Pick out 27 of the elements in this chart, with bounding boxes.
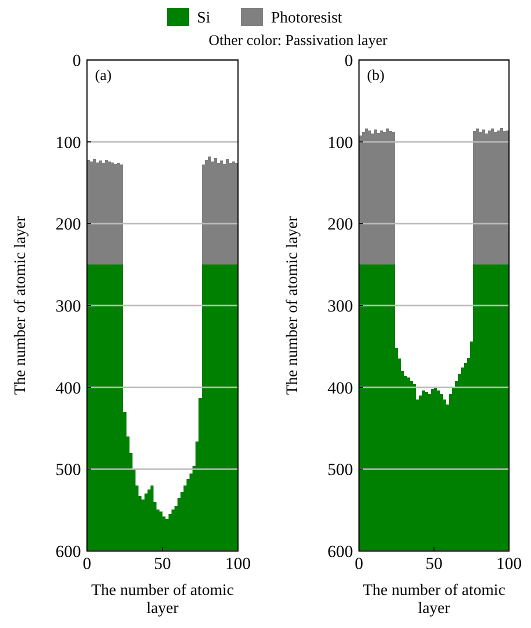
x-tick-label: 100	[496, 554, 522, 573]
y-tick-label: 600	[56, 542, 81, 561]
text: Other color: Passivation layer	[208, 33, 388, 49]
y-tick-label: 200	[56, 214, 81, 234]
x-axis-title: The number of atomic layer	[362, 582, 506, 617]
x-tick-label: 50	[426, 554, 442, 573]
y-tick-label: 0	[72, 50, 81, 70]
y-tick-label: 600	[328, 542, 353, 561]
text: (a)	[95, 68, 112, 84]
y-tick-label: 100	[56, 132, 81, 152]
x-tick-label: 100	[225, 554, 251, 573]
text: (b)	[367, 68, 384, 84]
x-axis-title: The number of atomic layer	[91, 582, 234, 617]
y-tick-label: 300	[328, 296, 353, 316]
legend-label: Photoresist	[271, 10, 343, 27]
y-tick-label: 0	[344, 50, 353, 70]
y-tick-label: 300	[56, 296, 81, 316]
y-axis-title: The number of atomic layer	[284, 216, 301, 395]
x-tick-label: 50	[154, 554, 171, 573]
y-tick-label: 400	[328, 378, 353, 398]
y-tick-label: 500	[328, 460, 353, 480]
y-tick-label: 100	[328, 132, 353, 152]
legend-label: Si	[197, 10, 211, 27]
y-tick-label: 400	[56, 378, 81, 398]
y-tick-label: 200	[328, 214, 353, 234]
y-axis-title: The number of atomic layer	[12, 216, 29, 395]
y-tick-label: 500	[56, 460, 81, 480]
